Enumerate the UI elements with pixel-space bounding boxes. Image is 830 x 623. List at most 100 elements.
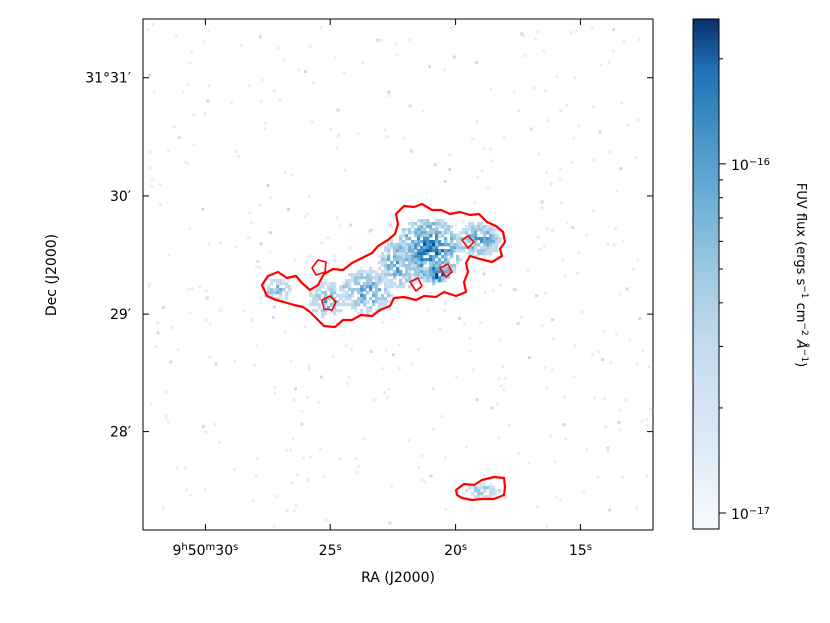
emission-pixel bbox=[345, 303, 349, 307]
emission-pixel bbox=[390, 243, 394, 247]
noise-pixel bbox=[294, 503, 298, 507]
emission-pixel bbox=[489, 489, 493, 493]
emission-pixel bbox=[417, 225, 421, 229]
emission-pixel bbox=[288, 285, 292, 289]
emission-pixel bbox=[405, 249, 409, 253]
noise-pixel bbox=[346, 298, 350, 302]
noise-pixel bbox=[190, 287, 194, 291]
emission-pixel bbox=[375, 285, 379, 289]
noise-pixel bbox=[154, 345, 158, 348]
noise-pixel bbox=[162, 306, 165, 310]
noise-pixel bbox=[305, 396, 309, 399]
noise-pixel bbox=[300, 422, 304, 426]
emission-pixel bbox=[432, 249, 436, 253]
noise-pixel bbox=[618, 428, 622, 432]
emission-pixel bbox=[423, 219, 427, 223]
noise-pixel bbox=[203, 112, 207, 116]
emission-pixel bbox=[489, 246, 493, 250]
emission-pixel bbox=[399, 246, 403, 250]
emission-pixel bbox=[387, 279, 391, 283]
noise-pixel bbox=[625, 287, 629, 291]
emission-pixel bbox=[360, 288, 364, 292]
emission-pixel bbox=[495, 243, 499, 247]
emission-pixel bbox=[402, 255, 406, 259]
emission-pixel bbox=[489, 228, 493, 232]
noise-pixel bbox=[388, 223, 392, 227]
emission-pixel bbox=[429, 246, 433, 250]
emission-pixel bbox=[441, 267, 445, 271]
emission-pixel bbox=[273, 288, 277, 292]
emission-pixel bbox=[420, 219, 424, 223]
emission-pixel bbox=[417, 243, 421, 247]
emission-pixel bbox=[423, 273, 427, 277]
noise-pixel bbox=[198, 285, 201, 289]
noise-pixel bbox=[234, 245, 238, 249]
emission-pixel bbox=[423, 276, 427, 280]
noise-pixel bbox=[319, 447, 322, 451]
noise-pixel bbox=[461, 220, 465, 224]
emission-pixel bbox=[369, 288, 373, 292]
emission-pixel bbox=[408, 252, 412, 256]
emission-pixel bbox=[366, 282, 370, 286]
noise-pixel bbox=[255, 265, 259, 269]
noise-pixel bbox=[148, 150, 152, 154]
emission-pixel bbox=[447, 249, 451, 253]
noise-pixel bbox=[443, 309, 447, 313]
emission-pixel bbox=[363, 303, 367, 307]
emission-pixel bbox=[486, 231, 490, 235]
noise-pixel bbox=[641, 349, 645, 353]
noise-pixel bbox=[455, 375, 459, 379]
emission-pixel bbox=[324, 312, 328, 316]
emission-pixel bbox=[399, 279, 403, 283]
emission-pixel bbox=[354, 279, 358, 283]
emission-pixel bbox=[453, 237, 457, 241]
noise-pixel bbox=[188, 227, 192, 231]
noise-pixel bbox=[480, 169, 484, 173]
emission-pixel bbox=[489, 492, 493, 496]
noise-pixel bbox=[621, 475, 625, 479]
emission-pixel bbox=[483, 252, 487, 256]
emission-pixel bbox=[423, 228, 427, 232]
emission-pixel bbox=[417, 270, 421, 274]
noise-pixel bbox=[562, 423, 566, 427]
emission-pixel bbox=[438, 231, 442, 235]
emission-pixel bbox=[279, 282, 283, 286]
noise-pixel bbox=[294, 387, 297, 391]
emission-pixel bbox=[369, 273, 373, 277]
noise-pixel bbox=[472, 368, 476, 372]
emission-pixel bbox=[393, 249, 397, 253]
emission-pixel bbox=[468, 228, 472, 232]
emission-pixel bbox=[477, 492, 481, 496]
x-tick-label-2: 20s bbox=[444, 542, 467, 560]
emission-pixel bbox=[285, 291, 289, 295]
emission-pixel bbox=[426, 231, 430, 235]
noise-pixel bbox=[305, 260, 309, 264]
noise-pixel bbox=[612, 49, 615, 53]
emission-pixel bbox=[420, 222, 424, 226]
noise-pixel bbox=[346, 381, 350, 385]
emission-pixel bbox=[432, 267, 436, 271]
noise-pixel bbox=[165, 414, 169, 418]
noise-pixel bbox=[380, 38, 383, 42]
noise-pixel bbox=[491, 289, 495, 292]
emission-pixel bbox=[453, 234, 457, 238]
emission-pixel bbox=[429, 267, 433, 271]
emission-pixel bbox=[423, 249, 427, 253]
noise-pixel bbox=[618, 408, 622, 412]
emission-pixel bbox=[378, 255, 382, 259]
noise-pixel bbox=[208, 322, 212, 326]
emission-pixel bbox=[390, 264, 394, 268]
noise-pixel bbox=[384, 128, 388, 132]
noise-pixel bbox=[543, 291, 547, 295]
emission-pixel bbox=[279, 291, 283, 295]
emission-pixel bbox=[327, 285, 331, 289]
emission-pixel bbox=[399, 258, 403, 262]
emission-pixel bbox=[393, 282, 397, 286]
noise-pixel bbox=[164, 417, 168, 421]
emission-pixel bbox=[351, 303, 355, 307]
emission-pixel bbox=[471, 231, 475, 235]
emission-pixel bbox=[369, 297, 373, 301]
noise-pixel bbox=[383, 391, 387, 395]
emission-pixel bbox=[417, 252, 421, 256]
noise-pixel bbox=[489, 87, 493, 91]
